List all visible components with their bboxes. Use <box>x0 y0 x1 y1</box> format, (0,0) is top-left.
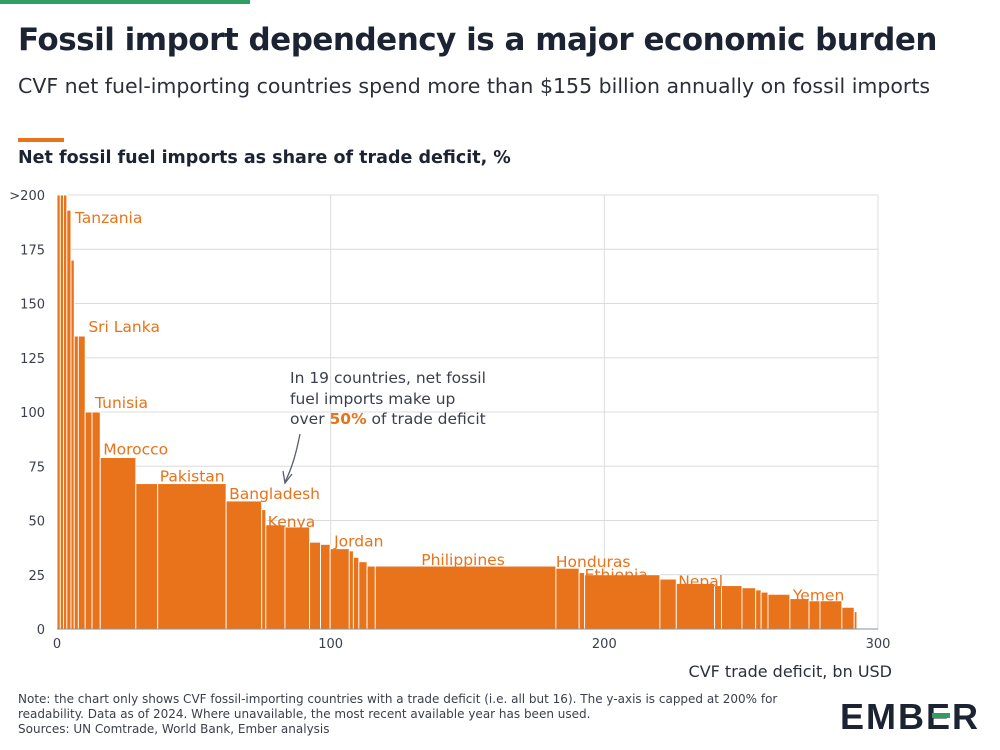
bar <box>63 194 68 630</box>
bar <box>225 500 263 630</box>
bar <box>135 483 159 630</box>
bar <box>819 600 843 630</box>
country-label: Philippines <box>421 551 505 569</box>
country-label: Honduras <box>556 553 631 571</box>
y-tick-label: 25 <box>28 569 45 584</box>
bar <box>284 526 311 630</box>
chart: 0 25 50 75 100 125 150 175 >200 0 100 200 300 Tanzani… <box>9 189 891 652</box>
y-tick-label: 50 <box>28 515 45 530</box>
country-label: Morocco <box>103 441 168 459</box>
bar <box>760 591 769 630</box>
country-label: Kenya <box>268 513 315 531</box>
bar <box>659 578 677 630</box>
y-tick-label: 125 <box>20 352 45 367</box>
page-subtitle: CVF net fuel-importing countries spend m… <box>18 74 931 98</box>
annotation-line-3: over 50% of trade deficit <box>290 410 486 428</box>
annotation-line-2: fuel imports make up <box>290 390 455 408</box>
country-label: Jordan <box>333 533 383 551</box>
bar <box>755 589 762 630</box>
bar <box>84 411 93 630</box>
country-label: Tanzania <box>74 209 142 227</box>
annotation-prefix: over <box>290 410 330 428</box>
country-label: Ethiopia <box>585 566 648 584</box>
x-tick-label: 0 <box>53 637 61 652</box>
bar <box>73 335 79 630</box>
country-label: Nepal <box>678 572 723 590</box>
bar <box>767 593 791 630</box>
bar <box>808 600 821 630</box>
logo-text-left: EMB <box>839 696 926 737</box>
bar <box>320 543 331 630</box>
chart-title: Net fossil fuel imports as share of trad… <box>18 148 511 168</box>
x-axis-label: CVF trade deficit, bn USD <box>688 662 892 681</box>
bar <box>853 611 858 630</box>
x-tick-label: 300 <box>866 637 891 652</box>
bar <box>309 541 321 630</box>
note-line-2: readability. Data as of 2024. Where unav… <box>18 707 591 721</box>
annotation-arrowhead <box>282 470 293 485</box>
top-accent-bar <box>0 0 250 4</box>
bar <box>261 509 267 630</box>
country-label: Tunisia <box>94 394 148 412</box>
y-tick-label: >200 <box>9 189 45 204</box>
annotation-highlight: 50% <box>330 410 368 428</box>
bar <box>70 259 75 630</box>
annotation-suffix: of trade deficit <box>367 410 486 428</box>
bar <box>841 606 855 630</box>
sources-line: Sources: UN Comtrade, World Bank, Ember … <box>18 722 330 736</box>
bar <box>56 194 61 630</box>
bar <box>555 567 580 630</box>
logo-green-bar <box>931 713 950 718</box>
bar <box>741 587 757 630</box>
logo-mid-letter: E <box>926 696 952 738</box>
bar <box>584 574 661 630</box>
bar <box>59 194 65 630</box>
ember-logo: EMBER <box>840 696 980 738</box>
bar <box>721 585 743 630</box>
y-tick-label: 150 <box>20 298 45 313</box>
bar <box>366 565 376 630</box>
bar <box>675 582 716 630</box>
country-label: Bangladesh <box>229 485 320 503</box>
page-title: Fossil import dependency is a major econ… <box>18 22 937 58</box>
country-label: Sri Lanka <box>88 318 160 336</box>
bar <box>348 550 354 630</box>
x-tick-label: 200 <box>592 637 617 652</box>
chart-accent-line <box>18 138 64 142</box>
annotation-arrow <box>284 433 301 483</box>
note-line-1: Note: the chart only shows CVF fossil-im… <box>18 692 778 706</box>
y-tick-label: 175 <box>20 243 45 258</box>
x-tick-label: 100 <box>318 637 343 652</box>
footnote: Note: the chart only shows CVF fossil-im… <box>18 692 808 737</box>
y-tick-label: 0 <box>37 623 45 638</box>
bar <box>66 209 72 630</box>
bar <box>329 548 350 630</box>
y-tick-label: 100 <box>20 406 45 421</box>
bar <box>265 524 286 630</box>
country-label: Yemen <box>792 587 844 605</box>
bar <box>99 457 137 630</box>
bar <box>714 585 722 630</box>
bar <box>358 561 368 630</box>
y-tick-label: 75 <box>28 460 45 475</box>
bar <box>91 411 101 630</box>
bar <box>157 483 227 630</box>
logo-text-right: R <box>952 696 980 737</box>
bar <box>352 556 360 630</box>
bar <box>374 565 557 630</box>
bar <box>77 335 86 630</box>
annotation-line-1: In 19 countries, net fossil <box>290 369 486 387</box>
country-label: Pakistan <box>160 468 225 486</box>
